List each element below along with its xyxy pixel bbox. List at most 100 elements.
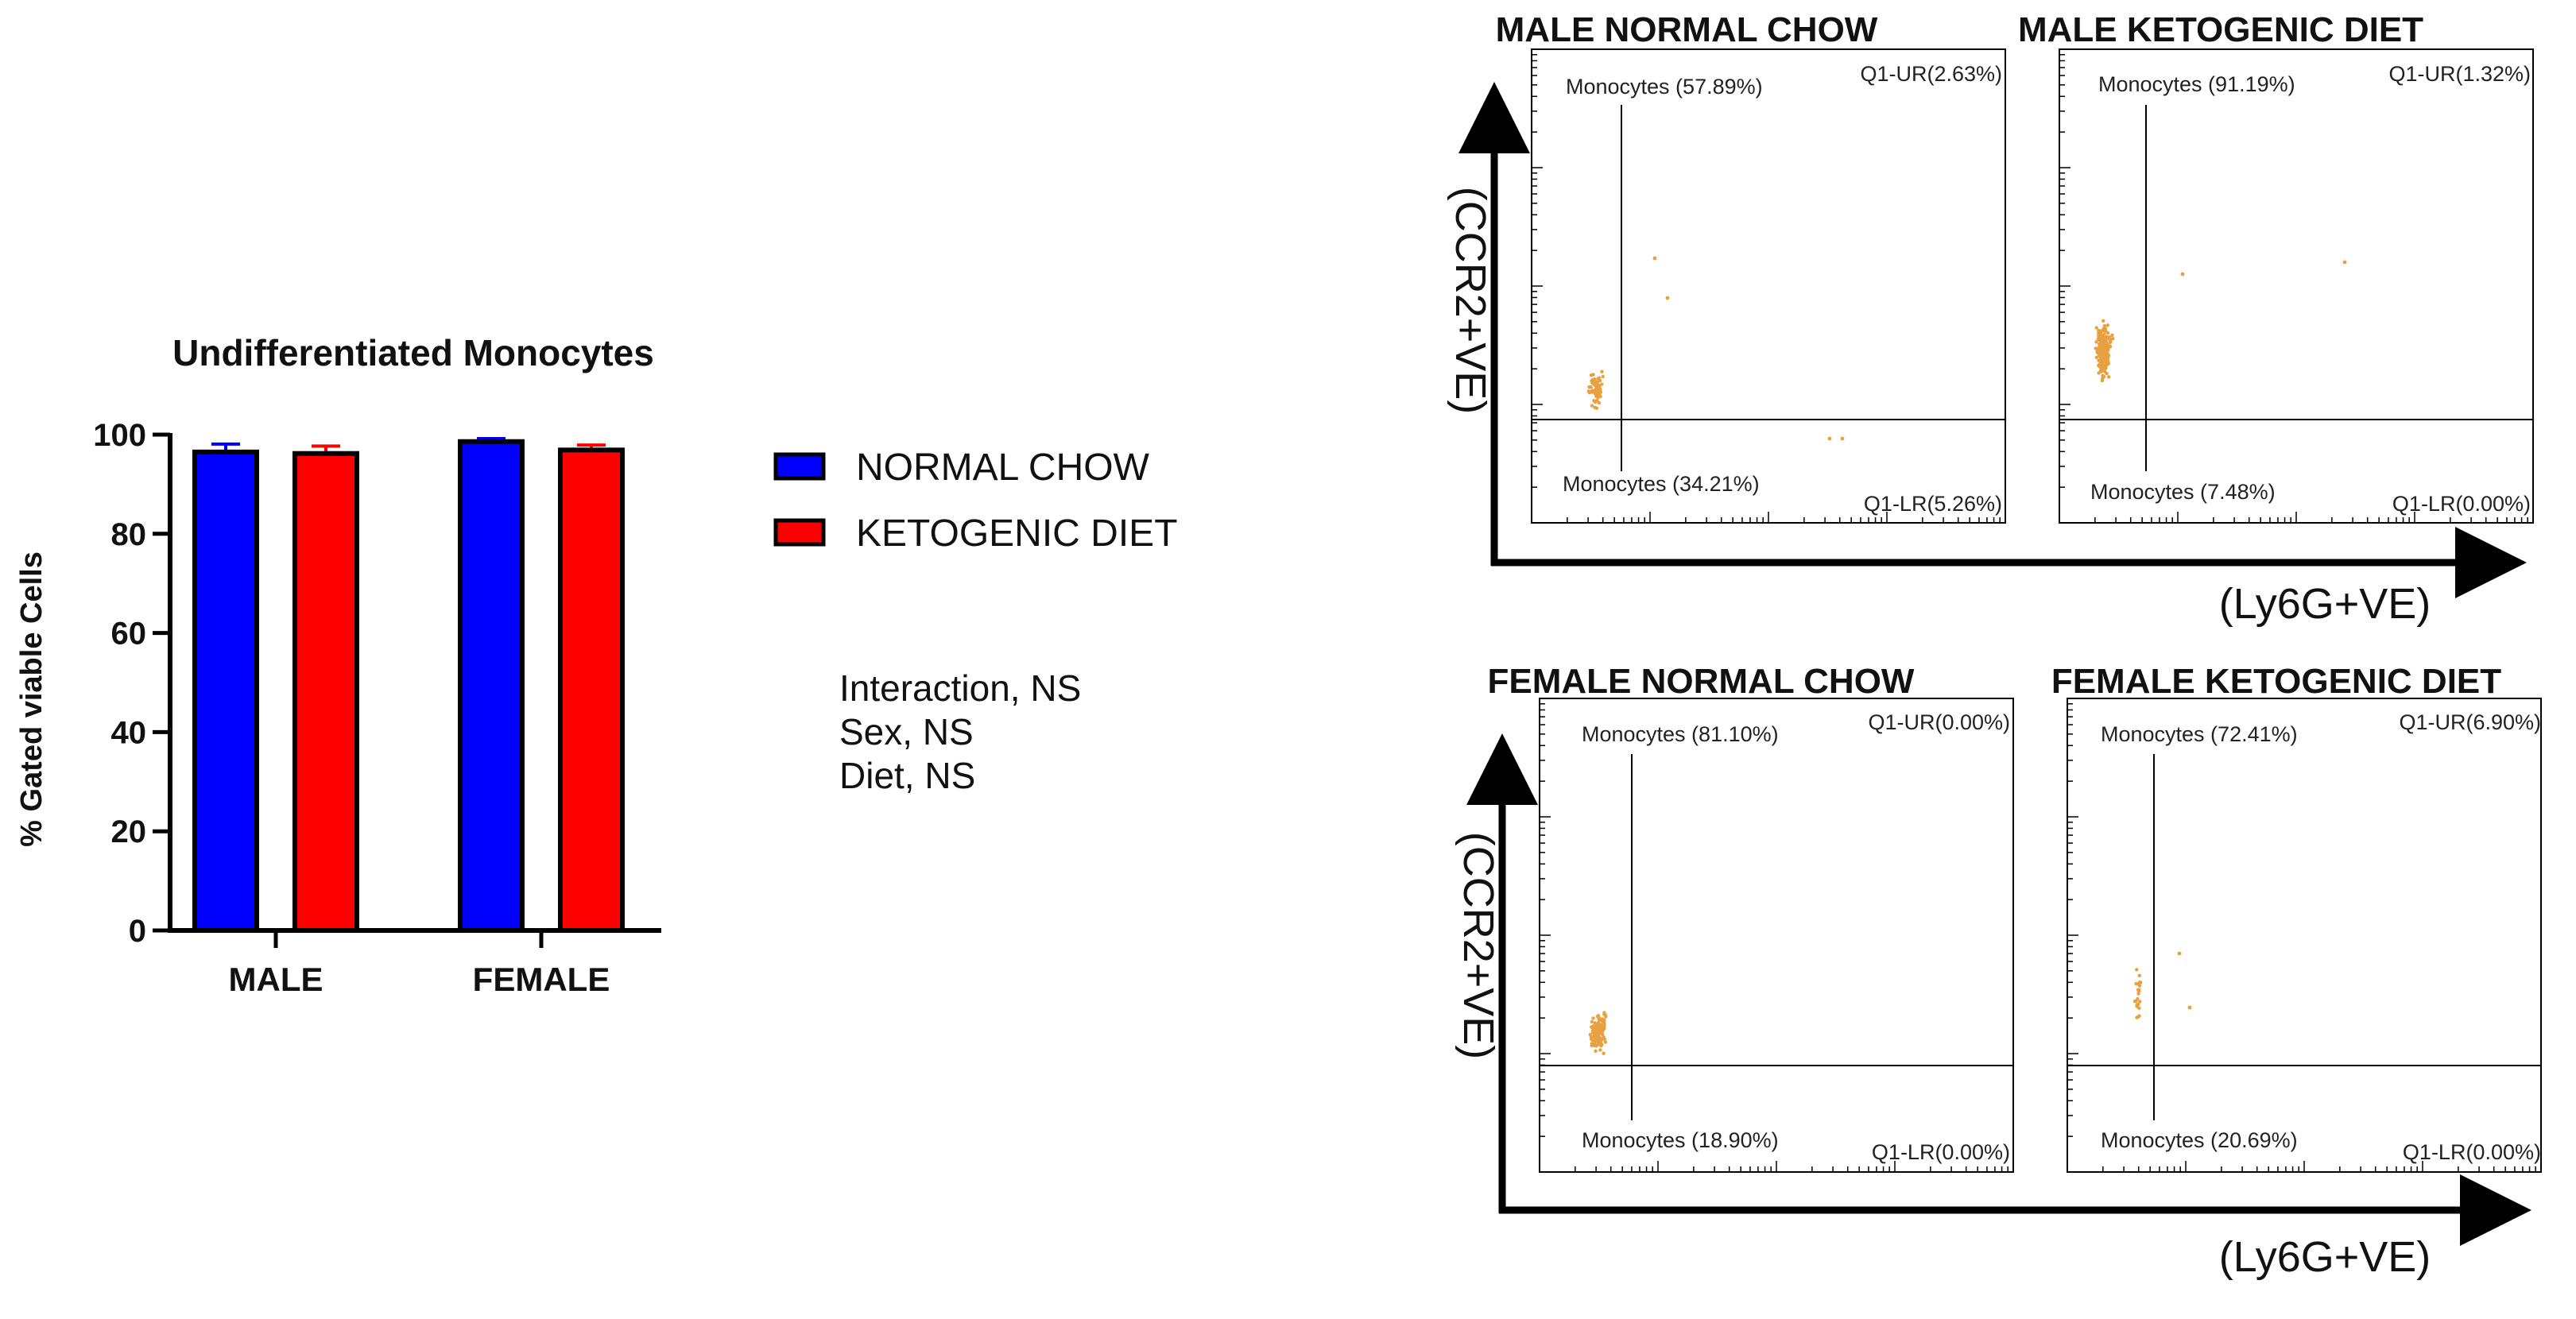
facs-panels: MALE NORMAL CHOW MALE KETOGENIC DIET FEM…: [1447, 10, 2542, 1281]
event-point: [2106, 359, 2110, 363]
bar-normal-chow-male: [192, 449, 259, 933]
event-point: [2105, 331, 2110, 335]
facs-panel-frame: [2067, 698, 2542, 1173]
p2-lower-right-label: Q1-LR(0.00%): [2392, 492, 2531, 516]
event-point: [2101, 329, 2105, 333]
bottom-xlabel: (Ly6G+VE): [2219, 1233, 2431, 1281]
event-point: [2137, 1006, 2141, 1010]
stat-sex: Sex, NS: [839, 711, 974, 752]
p3-lower-right-label: Q1-LR(0.00%): [1872, 1140, 2010, 1164]
facs-panel-frame: [1531, 48, 2006, 524]
event-point: [1665, 296, 1670, 300]
event-point: [1602, 1051, 1606, 1055]
bar-ketogenic-diet-female: [558, 447, 625, 933]
p1-lower-right-label: Q1-LR(5.26%): [1864, 492, 2002, 516]
event-point: [1598, 1048, 1602, 1052]
bar-ketogenic-diet-male: [292, 451, 359, 933]
event-point: [1594, 1035, 1598, 1039]
event-point: [2101, 319, 2105, 323]
stat-interaction: Interaction, NS: [839, 667, 1081, 709]
event-point: [2101, 359, 2105, 363]
event-point: [2099, 343, 2103, 348]
event-point: [2103, 364, 2107, 369]
event-point: [1598, 394, 1602, 398]
facs-points: [1586, 256, 2347, 1055]
event-point: [2106, 345, 2110, 349]
event-point: [1589, 385, 1593, 389]
p2-upper-left-label: Monocytes (91.19%): [2098, 72, 2295, 96]
event-point: [1603, 1040, 1608, 1044]
event-point: [2187, 1005, 2192, 1010]
y-tick-label: 0: [129, 914, 146, 949]
event-point: [2111, 336, 2115, 341]
event-point: [2136, 1015, 2140, 1019]
event-point: [2108, 338, 2112, 342]
event-point: [1595, 1015, 1600, 1019]
event-point: [2101, 374, 2106, 379]
event-point: [1592, 1028, 1597, 1033]
event-point: [1652, 256, 1657, 261]
event-point: [1593, 382, 1597, 387]
p1-lower-left-label: Monocytes (34.21%): [1563, 472, 1760, 496]
bar-marks: [192, 436, 625, 933]
event-point: [2100, 351, 2105, 356]
event-point: [1602, 1012, 1606, 1016]
y-tick-label: 100: [93, 418, 146, 453]
event-point: [1597, 400, 1602, 405]
facs-panel-frame: [1539, 698, 2014, 1173]
event-point: [1598, 1023, 1602, 1028]
event-point: [2105, 355, 2109, 359]
facs-frames: [1531, 48, 2542, 1173]
event-point: [1597, 376, 1602, 380]
event-point: [2177, 951, 2182, 956]
legend-label-ketogenic-diet: KETOGENIC DIET: [856, 513, 1178, 555]
event-point: [2135, 1003, 2139, 1007]
event-point: [1840, 436, 1845, 441]
p4-upper-left-label: Monocytes (72.41%): [2101, 722, 2298, 746]
p4-lower-left-label: Monocytes (20.69%): [2101, 1128, 2298, 1152]
bar-chart-ylabel: % Gated viable Cells: [15, 551, 48, 847]
event-point: [1593, 1039, 1598, 1043]
event-point: [2105, 348, 2109, 353]
event-point: [1597, 1041, 1601, 1046]
event-point: [1591, 1016, 1595, 1020]
event-point: [1602, 1037, 1606, 1042]
event-point: [1591, 1023, 1596, 1028]
bottom-ylabel: (CCR2+VE): [1455, 832, 1502, 1060]
bar-normal-chow-female: [458, 439, 525, 933]
top-ylabel: (CCR2+VE): [1447, 187, 1494, 415]
event-point: [1598, 390, 1603, 394]
bar-chart: Undifferentiated Monocytes % Gated viabl…: [15, 332, 661, 998]
event-point: [2105, 323, 2110, 327]
event-point: [1601, 374, 1605, 379]
stats-annotations: Interaction, NS Sex, NS Diet, NS: [839, 667, 1081, 796]
legend: NORMAL CHOW KETOGENIC DIET: [773, 447, 1178, 555]
p3-lower-left-label: Monocytes (18.90%): [1582, 1128, 1779, 1152]
event-point: [1594, 1026, 1599, 1030]
y-tick-label: 20: [111, 814, 147, 849]
event-point: [1600, 1037, 1604, 1041]
p3-upper-left-label: Monocytes (81.10%): [1582, 722, 1779, 746]
y-tick-labels: 0 20 40 60 80 100: [93, 418, 146, 949]
event-point: [1600, 369, 1604, 373]
p2-upper-right-label: Q1-UR(1.32%): [2388, 62, 2531, 86]
event-point: [2138, 981, 2143, 984]
event-point: [2094, 340, 2098, 344]
event-point: [2180, 272, 2185, 277]
event-point: [2132, 999, 2137, 1004]
event-point: [2136, 996, 2140, 1001]
event-point: [1590, 1019, 1594, 1024]
y-tick-label: 80: [111, 517, 147, 552]
event-point: [2100, 363, 2104, 367]
event-point: [1600, 1017, 1605, 1021]
facs-title-male-normal-chow: MALE NORMAL CHOW: [1496, 10, 1878, 49]
p2-lower-left-label: Monocytes (7.48%): [2090, 480, 2276, 504]
event-point: [1597, 1033, 1601, 1037]
p1-upper-right-label: Q1-UR(2.63%): [1860, 62, 2002, 86]
event-point: [1599, 1043, 1603, 1048]
event-point: [2100, 334, 2104, 338]
event-point: [1590, 404, 1594, 408]
event-point: [1594, 380, 1598, 384]
top-xlabel: (Ly6G+VE): [2219, 580, 2431, 628]
